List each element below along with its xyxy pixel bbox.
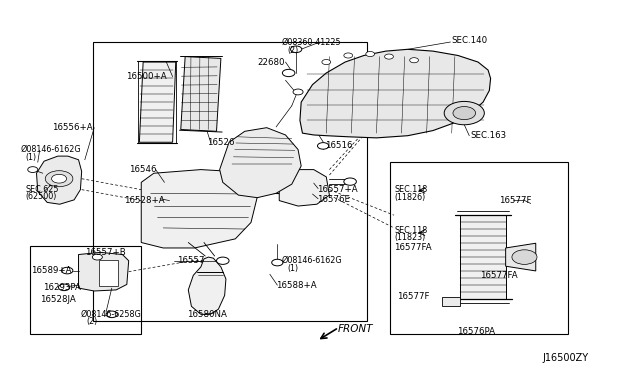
Text: (62500): (62500) <box>25 192 56 201</box>
Polygon shape <box>140 62 176 142</box>
Polygon shape <box>442 297 461 306</box>
Text: 16546: 16546 <box>129 165 156 174</box>
Bar <box>390 162 568 334</box>
Circle shape <box>453 106 476 120</box>
Text: SEC.163: SEC.163 <box>470 131 507 140</box>
Text: 16576E: 16576E <box>317 195 350 204</box>
Text: FRONT: FRONT <box>337 324 373 334</box>
Circle shape <box>272 259 283 266</box>
Text: Ø08146-6258G: Ø08146-6258G <box>81 310 141 319</box>
Polygon shape <box>36 156 82 204</box>
Text: 16557: 16557 <box>177 256 205 265</box>
Bar <box>461 215 506 299</box>
Text: (2): (2) <box>86 317 98 326</box>
Circle shape <box>385 54 394 59</box>
Text: (1): (1) <box>25 153 36 162</box>
Text: (11826): (11826) <box>394 193 425 202</box>
Text: Ø08146-6162G: Ø08146-6162G <box>20 145 81 154</box>
Circle shape <box>344 53 353 58</box>
Circle shape <box>317 142 329 149</box>
Text: 16588+A: 16588+A <box>276 280 317 290</box>
Text: 16528JA: 16528JA <box>40 295 76 304</box>
Bar <box>30 246 141 334</box>
Text: 16576PA: 16576PA <box>457 327 495 336</box>
Text: 16528+A: 16528+A <box>124 196 165 205</box>
Polygon shape <box>300 49 491 138</box>
Circle shape <box>322 60 331 65</box>
Text: 16516: 16516 <box>325 141 353 150</box>
Text: 22680: 22680 <box>257 58 285 67</box>
Text: (11823): (11823) <box>394 233 425 242</box>
Text: 16589+A: 16589+A <box>31 266 72 275</box>
Text: J16500ZY: J16500ZY <box>543 353 589 363</box>
Circle shape <box>293 89 303 95</box>
Polygon shape <box>220 128 301 198</box>
Polygon shape <box>279 170 330 206</box>
Circle shape <box>282 69 295 77</box>
Text: 16293PA: 16293PA <box>43 283 81 292</box>
Polygon shape <box>506 243 536 271</box>
Circle shape <box>366 51 374 57</box>
Circle shape <box>28 167 38 173</box>
Circle shape <box>58 284 70 291</box>
Text: SEC.118: SEC.118 <box>394 185 428 194</box>
Bar <box>93 42 367 321</box>
Text: SEC.140: SEC.140 <box>452 36 488 45</box>
Text: 16577FA: 16577FA <box>480 271 518 280</box>
Text: 16577F: 16577F <box>397 292 429 301</box>
Circle shape <box>45 171 73 187</box>
Polygon shape <box>79 252 129 291</box>
Text: 16526: 16526 <box>207 138 235 147</box>
Text: 16500+A: 16500+A <box>125 72 166 81</box>
Polygon shape <box>188 257 226 314</box>
Bar <box>99 260 118 286</box>
Circle shape <box>344 178 356 185</box>
Circle shape <box>92 254 102 260</box>
Text: Ø08146-6162G: Ø08146-6162G <box>281 256 342 265</box>
Circle shape <box>216 257 229 264</box>
Text: SEC.625: SEC.625 <box>25 185 59 194</box>
Text: 16557+A: 16557+A <box>317 185 358 194</box>
Text: (1): (1) <box>287 264 298 273</box>
Circle shape <box>291 46 302 52</box>
Text: SEC.118: SEC.118 <box>394 226 428 235</box>
Text: 16577F: 16577F <box>499 196 531 205</box>
Circle shape <box>512 250 537 264</box>
Text: 16556+A: 16556+A <box>52 123 92 132</box>
Polygon shape <box>180 57 221 131</box>
Text: 16557+B: 16557+B <box>85 248 125 257</box>
Text: 16580NA: 16580NA <box>187 310 227 319</box>
Circle shape <box>61 267 73 274</box>
Text: 16577FA: 16577FA <box>394 244 431 253</box>
Text: (2): (2) <box>287 45 299 55</box>
Circle shape <box>444 102 484 125</box>
Circle shape <box>410 58 419 63</box>
Circle shape <box>106 311 117 318</box>
Polygon shape <box>141 170 257 248</box>
Circle shape <box>52 174 67 183</box>
Text: Ø08360-41225: Ø08360-41225 <box>281 38 340 46</box>
